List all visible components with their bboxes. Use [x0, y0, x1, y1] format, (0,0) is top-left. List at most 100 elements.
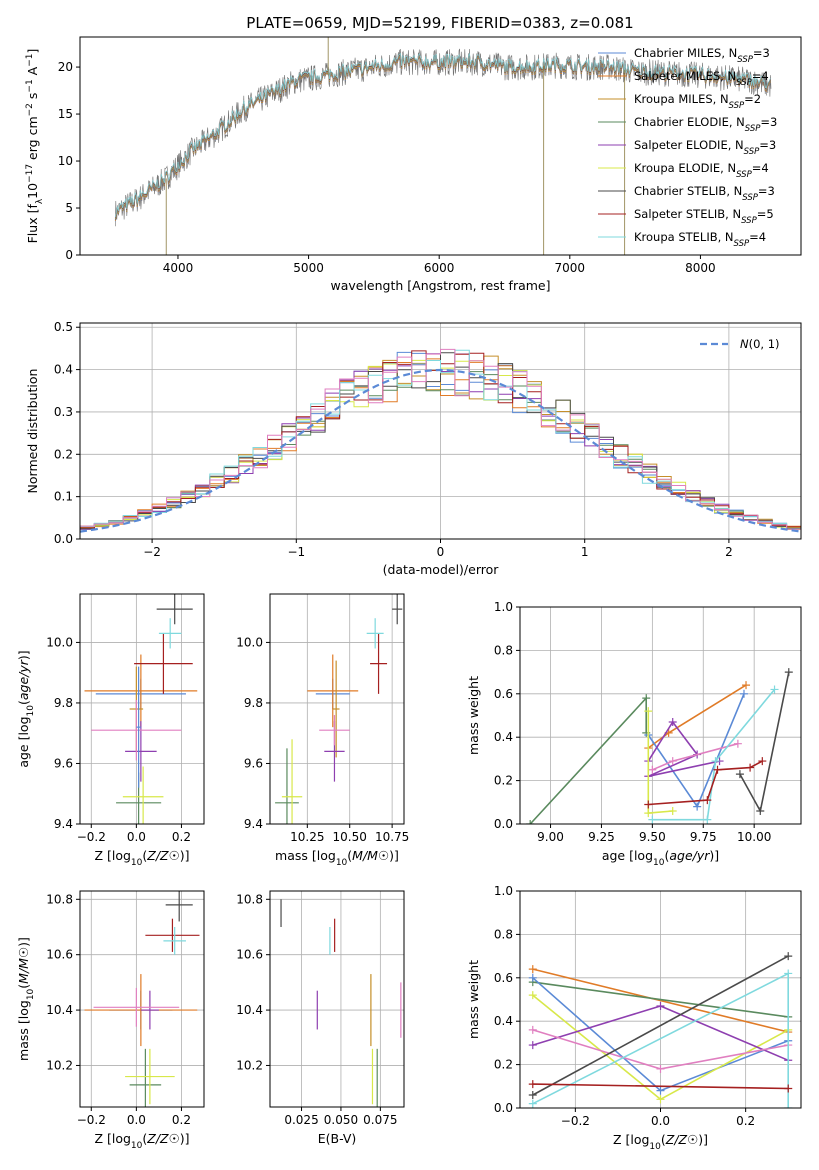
weight-marker [703, 815, 712, 824]
label-part: ] [25, 49, 40, 54]
y-tick-label: 10.6 [46, 948, 73, 962]
label-part: mass [log [275, 848, 336, 863]
weight-marker [656, 1095, 665, 1104]
panel-age_vs_Z: −0.2 0.0 0.29.49.69.810.0Z [log10(Z/Z☉)]ag… [16, 593, 205, 868]
label-part: A [25, 66, 40, 79]
y-axis-label: mass [log10(M/M☉)] [16, 937, 36, 1061]
x-tick-label: 0.2 [172, 830, 191, 844]
weight-marker [644, 809, 653, 818]
legend-entry: Kroupa MILES, NSSP=2 [634, 92, 761, 111]
plot-area [80, 348, 801, 533]
y-tick-label: 10.0 [236, 635, 263, 649]
label-part: ( [16, 700, 31, 705]
label-part: −1 [25, 54, 35, 67]
x-axis-label: wavelength [Angstrom, rest frame] [330, 278, 550, 293]
weight-marker [711, 757, 720, 766]
figure-title: PLATE=0659, MJD=52199, FIBERID=0383, z=0… [246, 14, 633, 32]
axes-frame [269, 890, 405, 1108]
y-tick-label: 10.4 [46, 1003, 73, 1017]
legend-entry: Chabrier ELODIE, NSSP=3 [634, 115, 777, 134]
panel-mass_vs_Z: −0.2 0.0 0.210.210.410.610.8Z [log10(Z/Z☉)… [16, 890, 205, 1151]
y-tick-label: 0.6 [494, 971, 513, 985]
y-axis-label: age [log10(age/yr)] [16, 650, 36, 767]
y-axis-label: mass weight [466, 676, 481, 755]
panel-spectrum: 4000 5000 6000 7000 8000 0 5 10 15 20 wavelength [… [25, 36, 802, 293]
legend-count: =5 [757, 207, 774, 221]
legend-sub: SSP [742, 193, 758, 203]
plot-area [84, 891, 200, 1107]
legend-text: Chabrier ELODIE, N [634, 115, 745, 129]
label-part: )] [16, 650, 31, 660]
weight-marker [528, 1080, 537, 1089]
plot-area [528, 952, 793, 1108]
y-tick-label: 9.6 [54, 756, 73, 770]
legend-text: Salpeter STELIB, N [634, 207, 741, 221]
weight-marker [528, 1090, 537, 1099]
axes-frame [79, 322, 802, 540]
y-tick-label: 9.8 [244, 696, 263, 710]
x-tick-label: 10.50 [333, 830, 367, 844]
plot-area [114, 37, 772, 255]
x-tick-label: 9.75 [690, 830, 717, 844]
label-part: erg cm [25, 116, 40, 164]
label-part: 10 [336, 858, 348, 868]
label-part: 10 [26, 705, 36, 717]
y-tick-label: 9.6 [244, 756, 263, 770]
y-tick-label: 0.2 [54, 447, 73, 461]
x-tick-label: −0.2 [77, 830, 106, 844]
y-tick-label: 0.8 [494, 643, 513, 657]
label-part: Z/Z☉ [146, 1131, 180, 1146]
label-part: M/M☉ [16, 947, 31, 984]
label-part: 10 [25, 183, 40, 199]
x-tick-label: 1 [581, 545, 589, 559]
y-tick-label: 0.0 [494, 1101, 513, 1115]
y-axis-label: Normed distribution [25, 369, 40, 494]
label-part: E(B-V) [318, 1131, 357, 1146]
panel-mass_vs_ebv: 0.025 0.050 0.075 10.2 10.4 10.6 10.8 E(B-V) [236, 890, 405, 1146]
weight-marker [668, 757, 677, 766]
legend-count: =3 [758, 184, 775, 198]
legend-text: Kroupa ELODIE, N [634, 161, 736, 175]
x-axis-label: age [log10(age/yr)] [602, 848, 719, 868]
y-tick-label: 20 [58, 60, 73, 74]
label-part: −1 [25, 79, 35, 92]
label-part: 10 [131, 858, 143, 868]
x-tick-label: 10.75 [375, 830, 409, 844]
label-part: Z [log [613, 1132, 649, 1147]
label-part: Flux [f [25, 204, 40, 244]
x-tick-label: 10.00 [737, 830, 771, 844]
y-tick-label: 9.4 [54, 817, 73, 831]
weight-marker [756, 806, 765, 815]
x-axis-label: mass [log10(M/M☉)] [275, 848, 399, 868]
label-part: mass [log [16, 1000, 31, 1061]
label-part: λ [35, 198, 45, 204]
weight-marker [784, 668, 793, 677]
weight-marker [528, 973, 537, 982]
weight-marker [642, 694, 651, 703]
weight-marker [668, 718, 677, 727]
x-tick-label: 7000 [555, 261, 586, 275]
model-line-kroupa-stelib [114, 52, 771, 218]
label-part: 10 [26, 988, 36, 1000]
label-part: −17 [25, 164, 35, 183]
y-tick-label: 0.0 [494, 817, 513, 831]
label-part: −2 [25, 103, 35, 116]
y-tick-label: 0.3 [54, 405, 73, 419]
gaussian-curve [80, 368, 801, 533]
plot-area [280, 899, 402, 1107]
axes-frame [519, 890, 802, 1109]
y-tick-label: 0.5 [54, 320, 73, 334]
legend-gaussian: N(0, 1) [740, 337, 780, 351]
label-part: 10 [131, 1141, 143, 1151]
legend-sub: SSP [741, 216, 757, 226]
legend-sub: SSP [737, 55, 753, 65]
legend-count: =4 [752, 161, 769, 175]
weight-line-chabrier-elodie [529, 696, 647, 824]
y-tick-label: 0.0 [54, 532, 73, 546]
weight-marker [784, 1104, 793, 1108]
x-tick-label: 9.00 [537, 830, 564, 844]
label-part: Z [log [94, 1131, 130, 1146]
legend-entry: Chabrier STELIB, NSSP=3 [634, 184, 775, 203]
label-part: 10 [649, 1142, 661, 1152]
